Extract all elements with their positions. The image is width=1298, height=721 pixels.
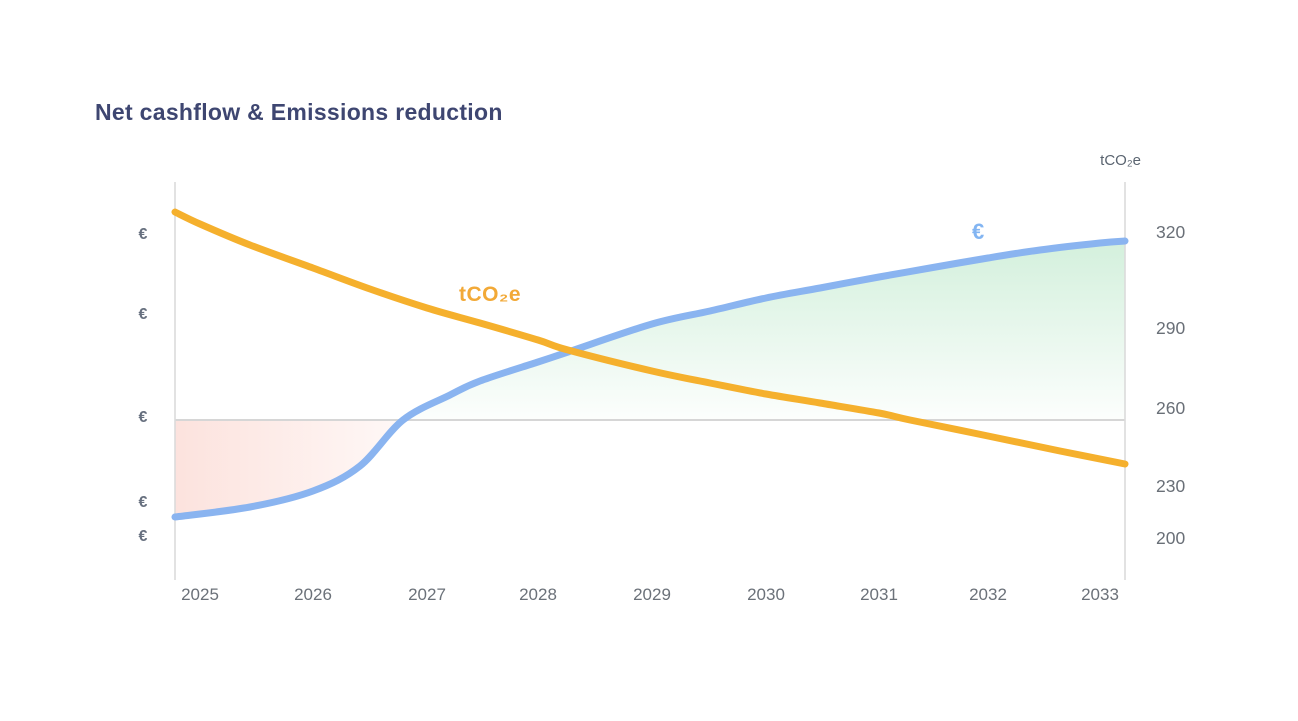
right-tick-200: 200 — [1156, 528, 1186, 548]
x-tick-2027: 2027 — [408, 585, 446, 604]
chart-title: Net cashflow & Emissions reduction — [95, 99, 503, 125]
right-axis-title-tco2e: tCO₂e — [1100, 152, 1141, 169]
x-tick-2025: 2025 — [181, 585, 219, 604]
x-tick-2029: 2029 — [633, 585, 671, 604]
series-label-emissions: tCO₂e — [459, 283, 522, 306]
left-tick-euro-3: € — [138, 494, 148, 511]
left-tick-euro-1: € — [138, 306, 148, 323]
left-tick-euro-2: € — [138, 409, 148, 426]
positive-cashflow-area — [403, 241, 1125, 420]
x-tick-2033: 2033 — [1081, 585, 1119, 604]
left-tick-euro-4: € — [138, 528, 148, 545]
right-tick-260: 260 — [1156, 398, 1186, 418]
x-tick-2032: 2032 — [969, 585, 1007, 604]
series-label-cashflow: € — [972, 219, 985, 244]
right-tick-290: 290 — [1156, 318, 1186, 338]
right-tick-230: 230 — [1156, 476, 1186, 496]
right-tick-320: 320 — [1156, 222, 1186, 242]
x-tick-2031: 2031 — [860, 585, 898, 604]
cashflow-curve — [171, 237, 1129, 521]
emissions-curve — [171, 208, 1129, 468]
x-tick-2026: 2026 — [294, 585, 332, 604]
x-tick-2028: 2028 — [519, 585, 557, 604]
negative-cashflow-area — [175, 420, 403, 517]
x-tick-2030: 2030 — [747, 585, 785, 604]
left-tick-euro-0: € — [138, 226, 148, 243]
